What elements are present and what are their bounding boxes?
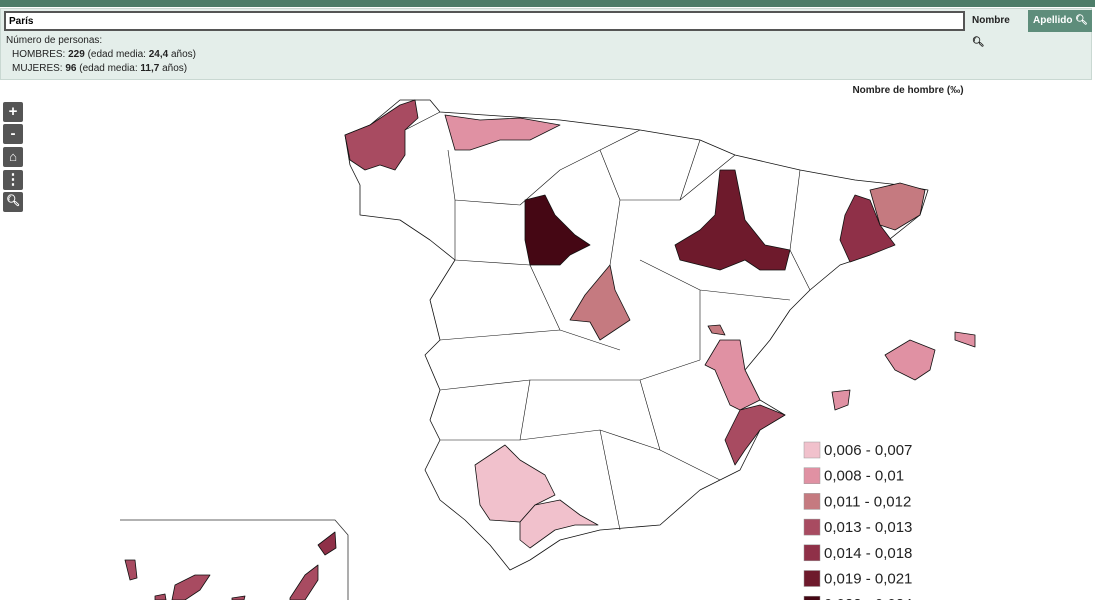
search-tool[interactable]: 🔍︎ <box>3 192 23 212</box>
province <box>724 404 786 466</box>
legend-label: 0,019 - 0,021 <box>824 571 912 588</box>
province <box>231 595 246 600</box>
province <box>839 194 896 263</box>
count: 96 <box>65 63 77 74</box>
search-button[interactable]: Nombre 🔍︎ <box>967 10 1025 48</box>
legend-swatch <box>803 467 821 484</box>
row-label: MUJERES: <box>12 63 63 74</box>
zoom-out[interactable]: - <box>3 124 23 144</box>
search-button[interactable]: Apellido 🔍︎ <box>1028 10 1092 32</box>
province <box>869 182 926 231</box>
province <box>524 194 591 266</box>
province <box>171 574 211 600</box>
button-label: Apellido <box>1033 15 1073 26</box>
province <box>344 99 419 171</box>
age-prefix: (edad media: <box>79 63 138 74</box>
legend-swatch <box>803 595 821 600</box>
province <box>569 264 631 341</box>
summary-row: MUJERES: 96 (edad media: 11,7 años) <box>12 63 187 74</box>
province <box>831 389 851 411</box>
age-prefix: (edad media: <box>87 49 146 60</box>
legend-swatch <box>803 518 821 536</box>
row-label: HOMBRES: <box>12 49 66 60</box>
province <box>124 559 138 581</box>
province-borders <box>404 111 811 531</box>
age: 11,7 <box>140 63 160 74</box>
legend-label: 0,011 - 0,012 <box>824 493 911 510</box>
province <box>289 564 319 600</box>
legend-swatch <box>803 570 821 587</box>
home[interactable]: ⌂ <box>3 147 23 167</box>
legend: 0,006 - 0,007 0,008 - 0,01 0,011 - 0,012 0,… <box>803 441 912 600</box>
country-outline <box>344 99 929 571</box>
legend-swatch <box>803 493 821 510</box>
legend-label: 0,022 - 0,024 <box>824 596 912 600</box>
legend-title: Nombre de hombre (‰) <box>852 85 963 96</box>
legend-swatch <box>803 441 821 459</box>
legend-label: 0,013 - 0,013 <box>824 519 912 536</box>
legend-label: 0,014 - 0,018 <box>824 545 912 562</box>
search-input[interactable]: París <box>4 11 965 31</box>
legend-label: 0,006 - 0,007 <box>824 442 912 459</box>
province <box>707 324 726 336</box>
inset-frame <box>120 519 349 600</box>
menu[interactable]: ⋮ <box>3 170 23 190</box>
age-suffix: años) <box>171 49 197 60</box>
button-label: Nombre <box>972 15 1010 26</box>
age-suffix: años) <box>162 63 188 74</box>
count: 229 <box>68 49 85 60</box>
province <box>954 331 976 348</box>
age: 24,4 <box>148 49 169 60</box>
summary-row: HOMBRES: 229 (edad media: 24,4 años) <box>12 49 196 60</box>
provinces <box>124 99 976 600</box>
province <box>444 114 561 151</box>
province <box>154 593 167 600</box>
province <box>884 339 936 381</box>
province <box>519 499 599 549</box>
top-bar <box>0 0 1095 7</box>
summary-heading: Número de personas: <box>6 35 103 46</box>
province <box>474 444 556 523</box>
zoom-in[interactable]: + <box>3 102 23 122</box>
legend-label: 0,008 - 0,01 <box>824 468 904 485</box>
province <box>317 531 337 556</box>
legend-swatch <box>803 544 821 562</box>
province <box>674 169 791 271</box>
